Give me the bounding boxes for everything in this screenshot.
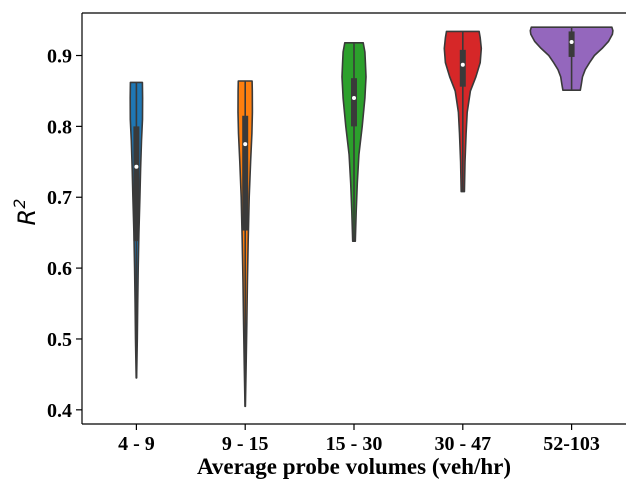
x-tick-label: 4 - 9 bbox=[118, 433, 155, 455]
x-axis-ticks: 4 - 9 9 - 15 15 - 30 30 - 47 52-103 bbox=[118, 424, 600, 455]
y-tick-label: 0.8 bbox=[47, 116, 72, 138]
violin-median-dot bbox=[134, 164, 139, 169]
violin-layer bbox=[129, 26, 614, 408]
y-axis-label-base: R bbox=[13, 209, 41, 226]
violin-iqr-box bbox=[351, 78, 357, 127]
violin-iqr-box bbox=[242, 115, 249, 231]
y-tick-label: 0.9 bbox=[47, 46, 72, 68]
violin-median-dot bbox=[352, 96, 356, 101]
violin-iqr-box bbox=[133, 126, 140, 242]
violin-median-dot bbox=[460, 62, 465, 67]
x-tick-label: 9 - 15 bbox=[222, 433, 269, 455]
violin-iqr-box bbox=[459, 49, 466, 87]
x-axis-label: Average probe volumes (veh/hr) bbox=[197, 454, 511, 479]
y-axis-label-superscript: 2 bbox=[10, 199, 29, 209]
y-tick-label: 0.6 bbox=[47, 258, 72, 280]
y-axis-ticks: 0.4 0.5 0.6 0.7 0.8 0.9 bbox=[47, 46, 82, 422]
y-tick-label: 0.7 bbox=[47, 187, 72, 209]
violin-median-dot bbox=[243, 142, 248, 147]
violin-iqr-box bbox=[568, 31, 575, 57]
x-tick-label: 30 - 47 bbox=[434, 433, 491, 455]
x-tick-label: 15 - 30 bbox=[326, 433, 383, 455]
y-axis-label: R2 bbox=[10, 199, 41, 226]
y-tick-label: 0.4 bbox=[47, 400, 72, 422]
violin-median-dot bbox=[569, 40, 574, 45]
y-tick-label: 0.5 bbox=[47, 329, 72, 351]
x-tick-label: 52-103 bbox=[543, 433, 600, 455]
